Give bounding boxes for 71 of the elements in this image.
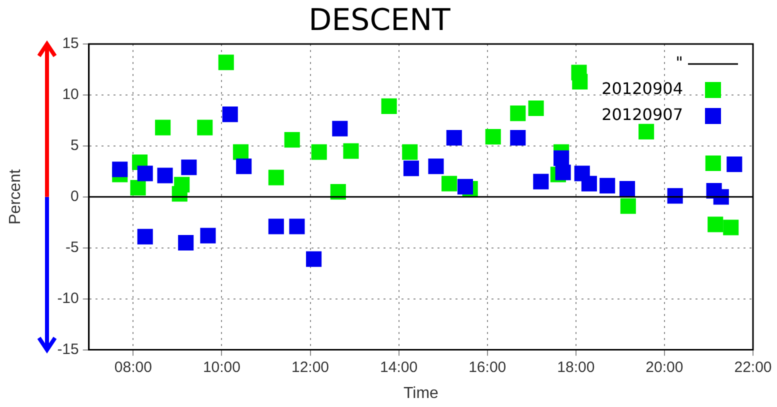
- point: [289, 218, 305, 234]
- point: [428, 158, 444, 174]
- point: [174, 176, 190, 192]
- point: [510, 106, 526, 122]
- legend-label: ": [676, 53, 683, 72]
- point: [619, 180, 636, 197]
- point: [638, 124, 654, 140]
- point: [332, 120, 348, 136]
- point: [510, 130, 526, 146]
- x-axis-title: Time: [403, 384, 439, 402]
- point: [581, 176, 597, 192]
- point: [197, 120, 213, 136]
- y-tick-label: 15: [62, 35, 79, 52]
- point: [403, 160, 419, 176]
- point: [457, 178, 473, 194]
- point: [726, 156, 742, 172]
- point: [572, 74, 588, 90]
- point: [178, 234, 194, 251]
- point: [232, 144, 249, 160]
- point: [554, 150, 570, 166]
- point: [600, 178, 616, 194]
- point: [200, 228, 216, 244]
- x-tick-label: 08:00: [114, 358, 152, 376]
- y-tick-label: 0: [70, 188, 79, 206]
- point: [268, 170, 284, 186]
- point: [137, 166, 153, 182]
- y-tick-label: 10: [62, 86, 79, 104]
- point: [181, 160, 197, 176]
- point: [222, 106, 238, 122]
- y-tick-label: 5: [70, 137, 79, 154]
- point: [402, 144, 418, 160]
- point: [218, 54, 234, 70]
- point: [442, 176, 458, 192]
- legend-label: 20120907: [602, 105, 683, 124]
- point: [485, 128, 501, 145]
- point: [528, 100, 544, 116]
- point: [130, 180, 146, 196]
- point: [620, 198, 636, 214]
- point: [268, 218, 284, 234]
- point: [713, 189, 729, 205]
- x-tick-label: 18:00: [557, 358, 595, 376]
- point: [155, 120, 171, 136]
- point: [137, 228, 153, 244]
- x-tick-label: 22:00: [734, 358, 772, 376]
- point: [555, 164, 571, 180]
- x-tick-label: 16:00: [468, 358, 506, 376]
- legend-label: 20120904: [602, 79, 683, 98]
- point: [284, 132, 300, 148]
- y-tick-label: -10: [57, 290, 79, 307]
- point: [667, 188, 683, 204]
- y-tick-label: -15: [57, 340, 79, 358]
- x-tick-label: 20:00: [646, 358, 684, 376]
- point: [446, 130, 462, 146]
- point: [343, 143, 359, 159]
- chart-title: DESCENT: [308, 2, 452, 38]
- point: [381, 98, 397, 114]
- point: [236, 158, 252, 174]
- point: [708, 216, 724, 232]
- point: [533, 174, 549, 190]
- x-tick-label: 10:00: [202, 358, 240, 376]
- point: [723, 220, 739, 236]
- y-tick-label: -5: [66, 239, 79, 256]
- point: [705, 155, 721, 172]
- x-tick-label: 14:00: [380, 358, 418, 376]
- point: [112, 162, 128, 178]
- x-tick-label: 12:00: [291, 358, 330, 376]
- point: [306, 251, 322, 267]
- point: [311, 144, 327, 160]
- y-axis-title: Percent: [7, 168, 24, 224]
- point: [157, 168, 173, 184]
- point: [330, 184, 346, 200]
